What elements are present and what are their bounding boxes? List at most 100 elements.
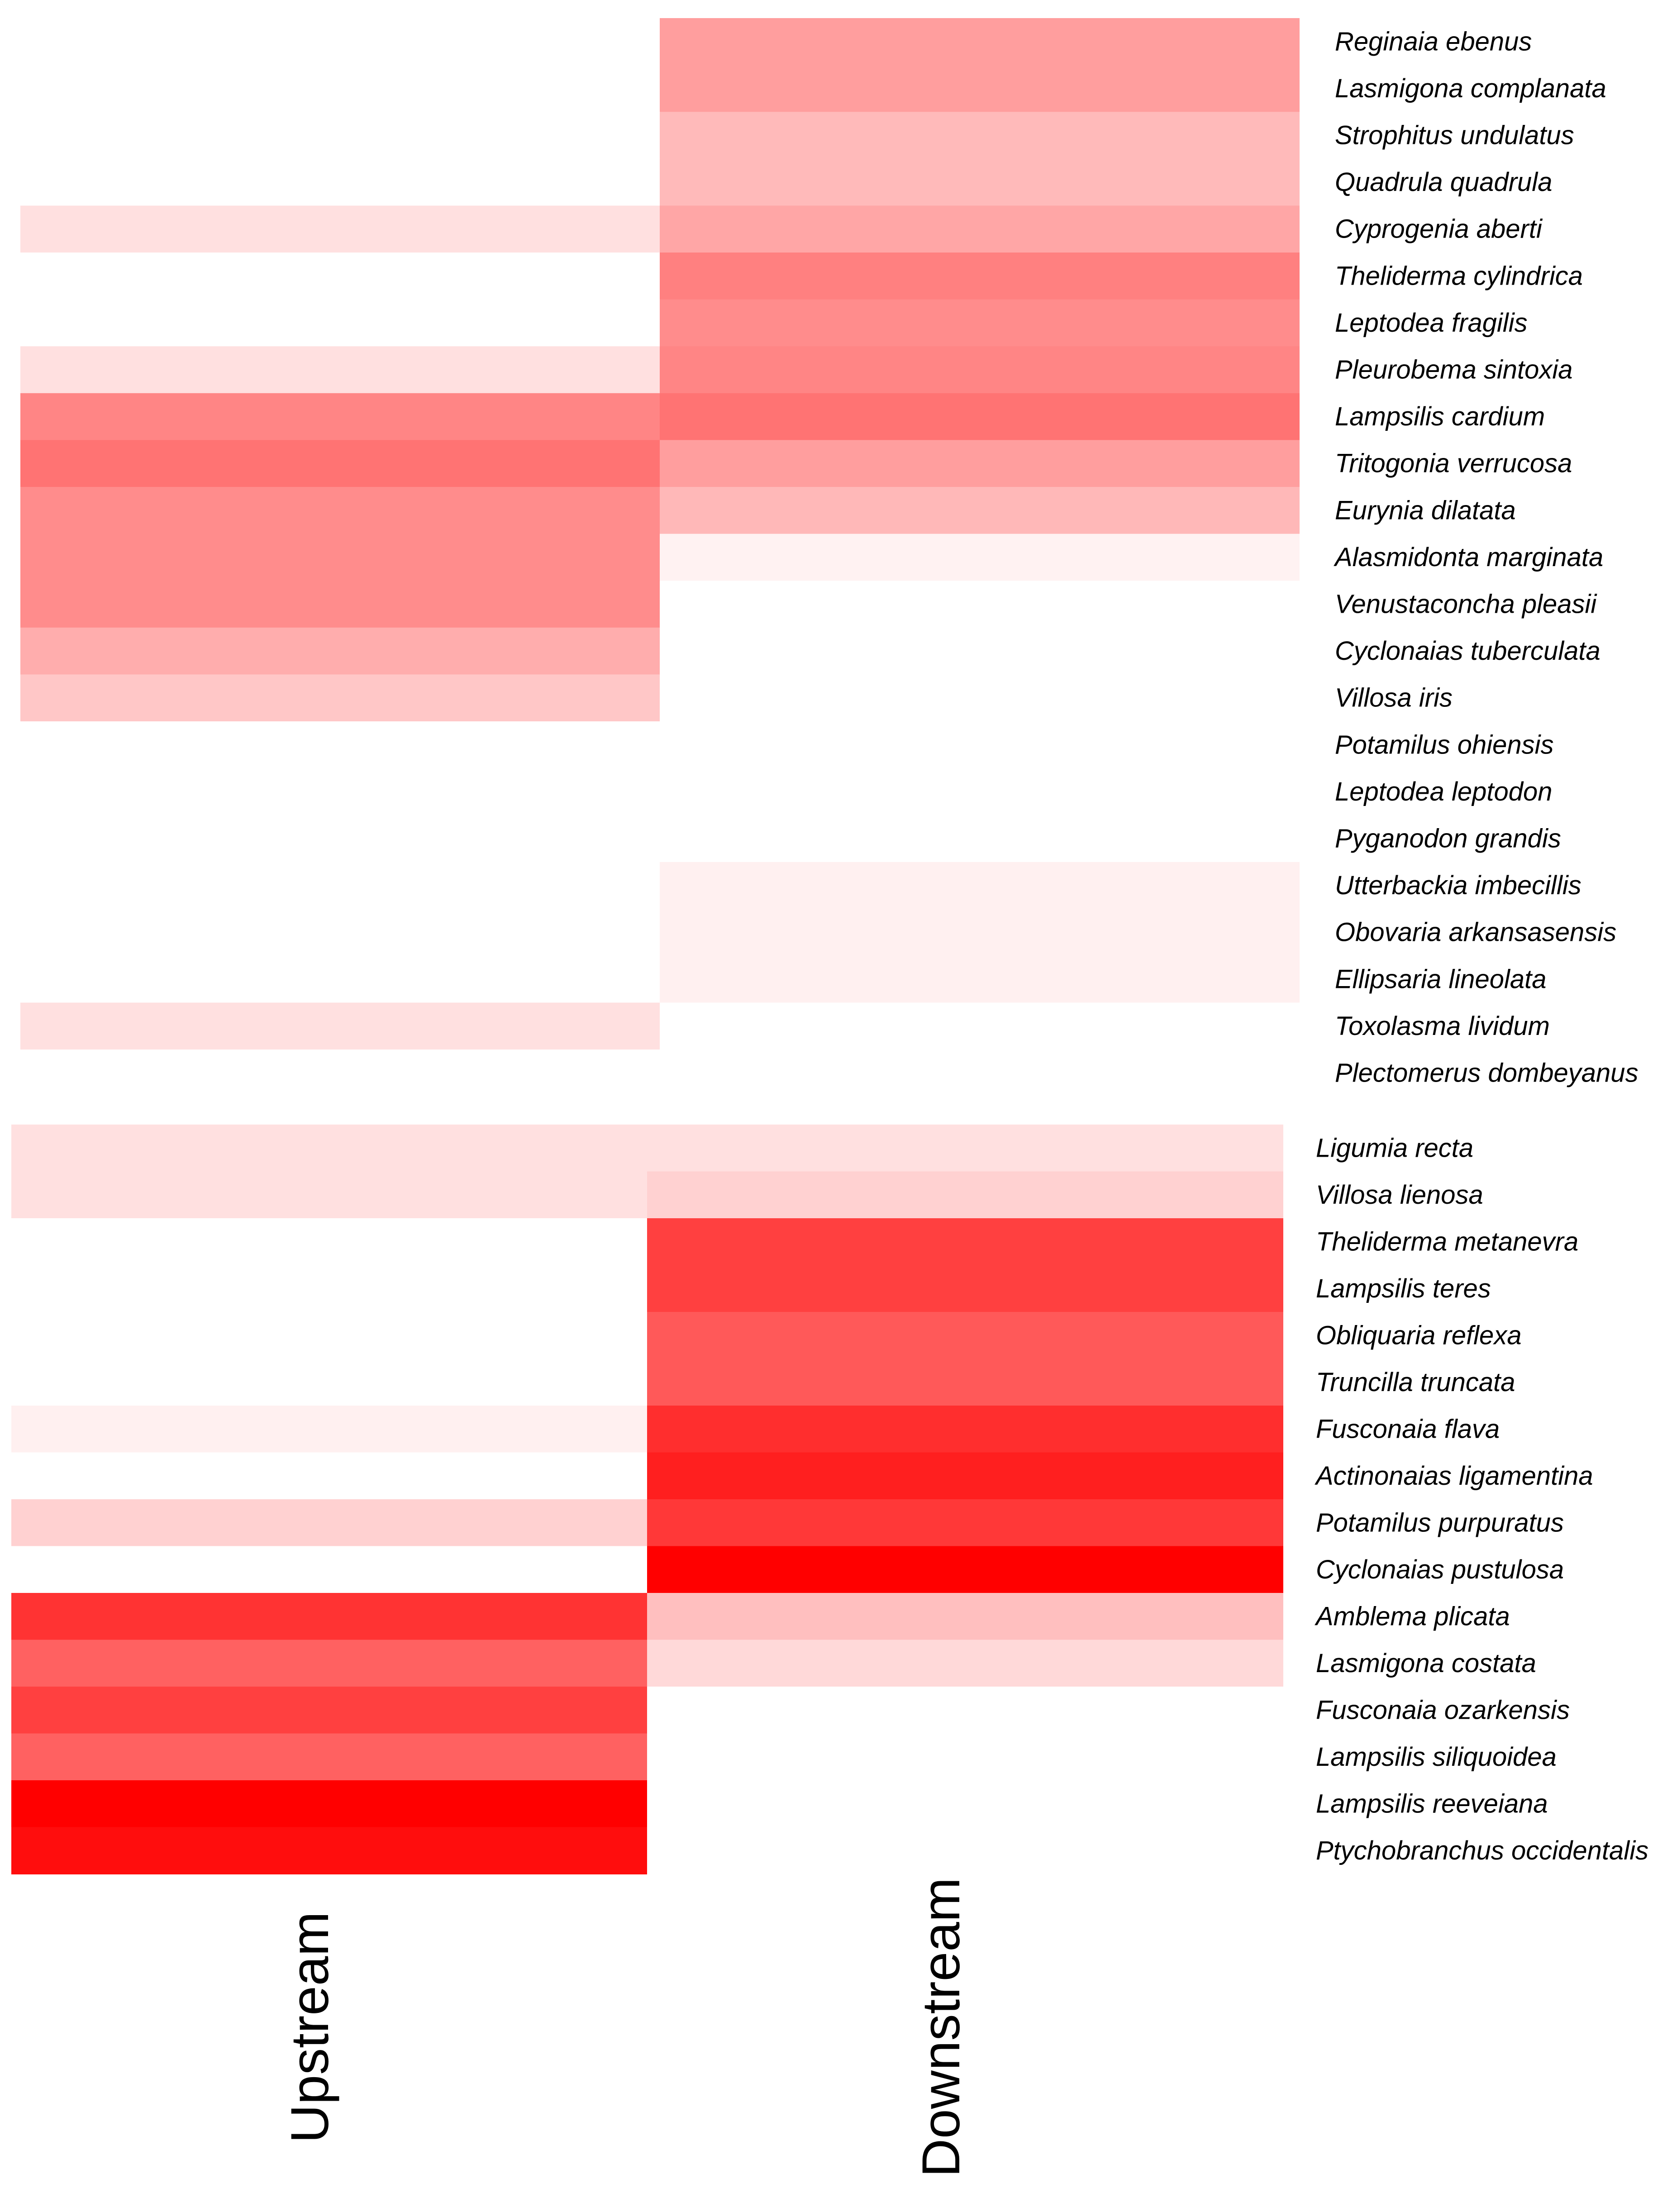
heatmap-cell-strophitus-undulatus-downstream xyxy=(660,112,1300,159)
row-label-ptychobranchus-occidentalis: Ptychobranchus occidentalis xyxy=(1316,1836,1648,1865)
column-label-upstream: Upstream xyxy=(280,1912,340,2143)
row-label-leptodea-leptodon: Leptodea leptodon xyxy=(1335,777,1553,806)
heatmap-cell-ellipsaria-lineolata-downstream xyxy=(660,956,1300,1003)
heatmap-cell-pleurobema-sintoxia-upstream xyxy=(20,346,660,394)
row-label-eurynia-dilatata: Eurynia dilatata xyxy=(1335,496,1516,525)
heatmap-cell-alasmidonta-marginata-upstream xyxy=(20,534,660,582)
heatmap-cell-amblema-plicata-upstream xyxy=(11,1593,648,1640)
heatmap-cell-obliquaria-reflexa-downstream xyxy=(647,1312,1283,1359)
heatmap-cell-fusconaia-ozarkensis-upstream xyxy=(11,1687,648,1734)
heatmap-cell-leptodea-fragilis-downstream xyxy=(660,299,1300,347)
heatmap-cell-fusconaia-flava-upstream xyxy=(11,1406,648,1453)
row-label-potamilus-purpuratus: Potamilus purpuratus xyxy=(1316,1508,1564,1537)
heatmap-cell-strophitus-undulatus-upstream xyxy=(20,112,660,159)
heatmap-cell-obovaria-arkansasensis-upstream xyxy=(20,909,660,956)
heatmap-cell-cyclonaias-pustulosa-downstream xyxy=(647,1546,1283,1593)
row-label-leptodea-fragilis: Leptodea fragilis xyxy=(1335,308,1528,338)
heatmap-cell-amblema-plicata-downstream xyxy=(647,1593,1283,1640)
heatmap-panel-top: Reginaia ebenus Lasmigona complanata Strop… xyxy=(20,18,1638,1097)
heatmap-cell-leptodea-fragilis-upstream xyxy=(20,299,660,347)
heatmap-cell-reginaia-ebenus-upstream xyxy=(20,18,660,66)
heatmap-cell-leptodea-leptodon-downstream xyxy=(660,768,1300,816)
heatmap-cell-potamilus-purpuratus-upstream xyxy=(11,1499,648,1547)
heatmap-cell-fusconaia-ozarkensis-downstream xyxy=(647,1687,1283,1734)
heatmap-panel-bottom: Ligumia recta Villosa lienosa Theliderma m… xyxy=(11,1125,1648,1874)
row-label-theliderma-metanevra: Theliderma metanevra xyxy=(1316,1227,1578,1256)
heatmap-cell-actinonaias-ligamentina-downstream xyxy=(647,1452,1283,1500)
heatmap-cell-lampsilis-siliquoidea-upstream xyxy=(11,1733,648,1781)
heatmap-cell-potamilus-ohiensis-upstream xyxy=(20,721,660,769)
heatmap-cell-lampsilis-reeveiana-upstream xyxy=(11,1780,648,1828)
row-label-lampsilis-siliquoidea: Lampsilis siliquoidea xyxy=(1316,1742,1557,1772)
heatmap-cell-lasmigona-costata-downstream xyxy=(647,1640,1283,1687)
heatmap-cell-ligumia-recta-upstream xyxy=(11,1125,648,1172)
row-label-lasmigona-complanata: Lasmigona complanata xyxy=(1335,74,1606,103)
row-label-cyprogenia-aberti: Cyprogenia aberti xyxy=(1335,215,1543,244)
heatmap-cell-lampsilis-cardium-downstream xyxy=(660,393,1300,441)
row-label-amblema-plicata: Amblema plicata xyxy=(1315,1602,1510,1631)
heatmap-cell-quadrula-quadrula-downstream xyxy=(660,158,1300,206)
row-label-obovaria-arkansasensis: Obovaria arkansasensis xyxy=(1335,918,1616,947)
heatmap-cell-pyganodon-grandis-upstream xyxy=(20,815,660,863)
heatmap-cell-lampsilis-siliquoidea-downstream xyxy=(647,1733,1283,1781)
heatmap-cell-cyclonaias-tuberculata-downstream xyxy=(660,627,1300,675)
row-label-villosa-iris: Villosa iris xyxy=(1335,683,1453,713)
row-label-pleurobema-sintoxia: Pleurobema sintoxia xyxy=(1335,355,1573,385)
row-label-fusconaia-ozarkensis: Fusconaia ozarkensis xyxy=(1316,1695,1570,1725)
heatmap-cell-plectomerus-dombeyanus-upstream xyxy=(20,1049,660,1097)
row-label-reginaia-ebenus: Reginaia ebenus xyxy=(1335,27,1532,56)
heatmap-cell-obliquaria-reflexa-upstream xyxy=(11,1312,648,1359)
row-label-villosa-lienosa: Villosa lienosa xyxy=(1316,1180,1483,1210)
heatmap-cell-tritogonia-verrucosa-upstream xyxy=(20,440,660,487)
heatmap-cell-theliderma-cylindrica-upstream xyxy=(20,253,660,300)
heatmap-cell-ptychobranchus-occidentalis-downstream xyxy=(647,1827,1283,1874)
heatmap-cell-lampsilis-teres-downstream xyxy=(647,1265,1283,1312)
heatmap-cell-plectomerus-dombeyanus-downstream xyxy=(660,1049,1300,1097)
heatmap-cell-lasmigona-complanata-downstream xyxy=(660,65,1300,113)
row-label-tritogonia-verrucosa: Tritogonia verrucosa xyxy=(1335,449,1572,478)
row-label-venustaconcha-pleasii: Venustaconcha pleasii xyxy=(1335,590,1597,619)
column-labels: Upstream Downstream xyxy=(280,1878,971,2177)
heatmap-cell-truncilla-truncata-upstream xyxy=(11,1359,648,1406)
row-label-toxolasma-lividum: Toxolasma lividum xyxy=(1335,1011,1550,1041)
heatmap-cell-truncilla-truncata-downstream xyxy=(647,1359,1283,1406)
row-label-strophitus-undulatus: Strophitus undulatus xyxy=(1335,121,1574,150)
heatmap-cell-leptodea-leptodon-upstream xyxy=(20,768,660,816)
heatmap-cell-cyclonaias-pustulosa-upstream xyxy=(11,1546,648,1593)
heatmap-cell-potamilus-ohiensis-downstream xyxy=(660,721,1300,769)
heatmap-cell-tritogonia-verrucosa-downstream xyxy=(660,440,1300,487)
row-label-cyclonaias-tuberculata: Cyclonaias tuberculata xyxy=(1335,636,1600,666)
heatmap-cell-theliderma-metanevra-upstream xyxy=(11,1218,648,1266)
row-label-potamilus-ohiensis: Potamilus ohiensis xyxy=(1335,730,1554,759)
heatmap-cell-villosa-lienosa-downstream xyxy=(647,1171,1283,1219)
heatmap-cell-ellipsaria-lineolata-upstream xyxy=(20,956,660,1003)
row-label-ellipsaria-lineolata: Ellipsaria lineolata xyxy=(1335,964,1546,994)
heatmap-cell-eurynia-dilatata-downstream xyxy=(660,487,1300,534)
heatmap-cell-obovaria-arkansasensis-downstream xyxy=(660,909,1300,956)
heatmap-cell-villosa-iris-upstream xyxy=(20,674,660,722)
heatmap-cell-venustaconcha-pleasii-downstream xyxy=(660,581,1300,628)
row-label-pyganodon-grandis: Pyganodon grandis xyxy=(1335,824,1561,853)
heatmap-cell-eurynia-dilatata-upstream xyxy=(20,487,660,534)
heatmap-cell-lasmigona-costata-upstream xyxy=(11,1640,648,1687)
heatmap-cell-villosa-iris-downstream xyxy=(660,674,1300,722)
heatmap-cell-ptychobranchus-occidentalis-upstream xyxy=(11,1827,648,1874)
heatmap-cell-toxolasma-lividum-downstream xyxy=(660,1002,1300,1050)
heatmap-cell-ligumia-recta-downstream xyxy=(647,1125,1283,1172)
heatmap-cell-reginaia-ebenus-downstream xyxy=(660,18,1300,66)
row-label-lasmigona-costata: Lasmigona costata xyxy=(1316,1649,1536,1678)
heatmap-cell-potamilus-purpuratus-downstream xyxy=(647,1499,1283,1547)
row-label-theliderma-cylindrica: Theliderma cylindrica xyxy=(1335,261,1583,291)
row-label-truncilla-truncata: Truncilla truncata xyxy=(1316,1368,1515,1397)
heatmap-cell-villosa-lienosa-upstream xyxy=(11,1171,648,1219)
heatmap-cell-utterbackia-imbecillis-upstream xyxy=(20,862,660,910)
row-label-lampsilis-teres: Lampsilis teres xyxy=(1316,1274,1491,1303)
row-label-fusconaia-flava: Fusconaia flava xyxy=(1316,1414,1500,1444)
column-label-downstream: Downstream xyxy=(911,1878,971,2177)
heatmap-cell-cyprogenia-aberti-downstream xyxy=(660,205,1300,253)
heatmap-cell-utterbackia-imbecillis-downstream xyxy=(660,862,1300,910)
row-label-quadrula-quadrula: Quadrula quadrula xyxy=(1335,167,1552,197)
heatmap-cell-fusconaia-flava-downstream xyxy=(647,1406,1283,1453)
heatmap-cell-theliderma-metanevra-downstream xyxy=(647,1218,1283,1266)
